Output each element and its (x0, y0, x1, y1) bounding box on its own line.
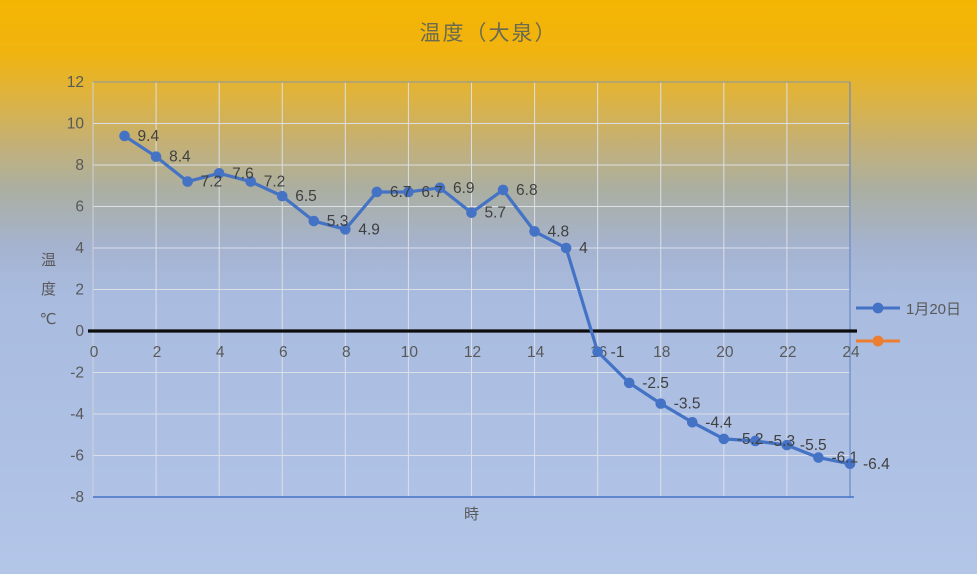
data-point (150, 151, 162, 162)
x-tick-label: 24 (842, 344, 860, 361)
line-marker-icon (856, 335, 900, 347)
y-tick-label: 0 (75, 323, 84, 340)
x-tick-label: 22 (779, 344, 796, 361)
data-label: -6.4 (863, 456, 890, 473)
data-point (340, 224, 351, 235)
data-label: -5.5 (800, 437, 827, 454)
data-label: -1 (611, 344, 625, 361)
data-label: -3.5 (674, 396, 701, 413)
y-tick-label: -2 (70, 365, 84, 382)
data-point (655, 398, 667, 409)
data-point (529, 226, 540, 237)
data-point (497, 184, 509, 196)
data-label: 4.9 (358, 221, 380, 238)
data-label: -5.2 (737, 431, 764, 448)
y-tick-label: -8 (70, 489, 84, 506)
data-point (718, 433, 730, 445)
data-point (182, 176, 193, 187)
y-tick-label: 8 (75, 157, 84, 174)
data-point (623, 377, 635, 389)
data-point (371, 186, 383, 198)
data-point (245, 176, 257, 187)
legend-label-series1: 1月20日 (906, 300, 962, 318)
y-tick-label: -4 (70, 406, 84, 423)
y-tick-label: -6 (70, 448, 84, 465)
y-tick-label: 4 (75, 240, 84, 257)
legend-item-jan20: 1月20日 (855, 297, 975, 319)
y-tick-label: 12 (67, 74, 84, 91)
data-label: 5.7 (485, 205, 507, 222)
data-label: 6.9 (453, 180, 475, 197)
data-label: -6.1 (831, 450, 858, 467)
data-label: 8.4 (169, 149, 191, 166)
chart-title: 温度（大泉） (419, 22, 558, 45)
data-point (781, 439, 793, 451)
data-point (213, 168, 225, 179)
data-point (560, 242, 572, 254)
data-label: 6.7 (390, 184, 412, 201)
y-axis-title: 温度℃ (39, 252, 56, 342)
x-tick-label: 2 (153, 344, 162, 361)
data-point (592, 346, 603, 358)
x-tick-label: 14 (527, 344, 545, 361)
data-point (308, 215, 320, 227)
data-label: 7.2 (201, 174, 223, 191)
data-label: 9.4 (138, 128, 160, 145)
data-label: 6.5 (295, 188, 317, 205)
y-tick-label: 10 (67, 116, 85, 133)
x-tick-label: 12 (464, 344, 481, 361)
data-label: -5.3 (768, 433, 795, 450)
data-label: 7.6 (232, 165, 254, 182)
data-point (403, 186, 414, 198)
data-point (686, 417, 698, 428)
data-point (276, 190, 288, 202)
x-tick-label: 18 (653, 344, 670, 361)
x-tick-label: 4 (216, 344, 225, 361)
x-tick-label: 6 (279, 344, 288, 361)
x-axis-title: 時 (463, 506, 479, 523)
data-label: 7.2 (264, 174, 286, 191)
data-point (750, 435, 761, 447)
data-point (466, 207, 477, 219)
data-label: 4 (579, 240, 588, 257)
x-tick-label: 0 (90, 344, 99, 361)
x-tick-label: 10 (401, 344, 419, 361)
data-point (119, 130, 130, 142)
series-line-0 (122, 134, 852, 466)
data-label: 6.8 (516, 182, 538, 199)
data-point (844, 458, 856, 470)
data-label: 5.3 (327, 213, 349, 230)
data-label: 6.7 (421, 184, 443, 201)
x-tick-label: 8 (342, 344, 351, 361)
y-tick-label: 6 (75, 199, 84, 216)
legend: 1月20日 (855, 297, 975, 363)
y-tick-label: 2 (75, 282, 84, 299)
legend-item-series2 (855, 330, 975, 352)
data-point (813, 452, 824, 463)
data-label: -2.5 (642, 375, 669, 392)
data-point (434, 182, 446, 194)
x-tick-label: 20 (716, 344, 734, 361)
line-marker-icon (856, 302, 900, 314)
data-label: 4.8 (548, 223, 570, 240)
data-label: -4.4 (705, 414, 732, 431)
